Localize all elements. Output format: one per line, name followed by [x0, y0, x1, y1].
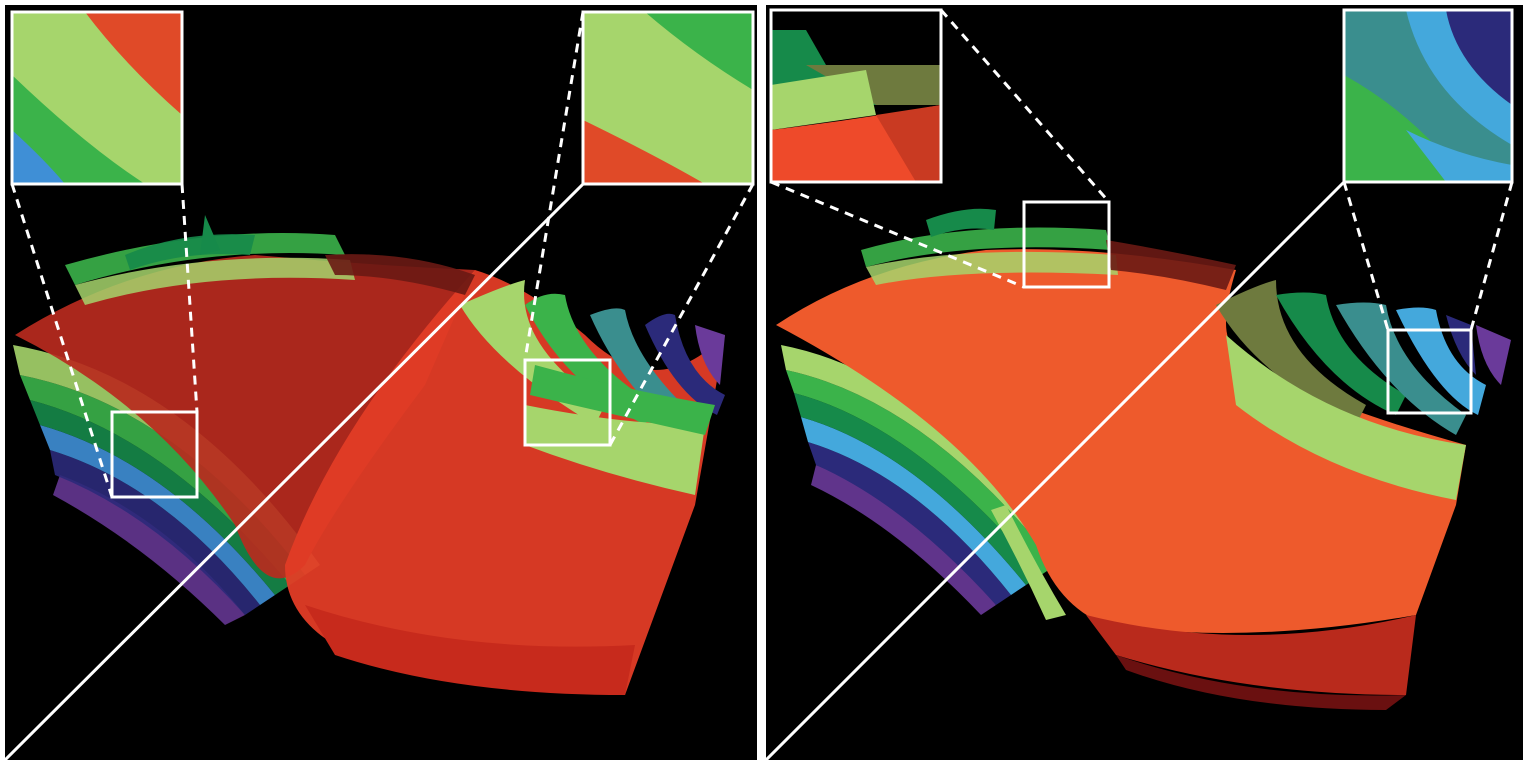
right-inset-2-frame	[1342, 8, 1514, 184]
left-zoom-box-1	[110, 410, 199, 499]
left-render-panel	[5, 5, 757, 760]
left-inset-1-frame	[10, 10, 184, 186]
right-inset-1-frame	[769, 8, 943, 184]
right-inset-1	[771, 10, 941, 182]
right-right-bands	[1216, 280, 1511, 500]
left-inset-2	[583, 12, 753, 184]
left-inset-1	[12, 12, 182, 184]
left-render-canvas	[5, 10, 755, 760]
left-connectors	[10, 11, 755, 498]
left-split-line	[5, 182, 585, 760]
right-split-line	[766, 180, 1346, 760]
right-top-arcs	[861, 208, 1236, 290]
right-zoom-box-1	[1022, 200, 1111, 289]
right-inset-2	[1344, 10, 1512, 182]
right-connectors	[770, 9, 1514, 331]
right-render-canvas	[766, 8, 1514, 760]
left-inset-2-frame	[581, 10, 755, 186]
left-zoom-box-2	[523, 358, 612, 447]
left-top-arcs	[65, 215, 475, 305]
right-zoom-box-2	[1386, 328, 1473, 415]
right-render-panel	[766, 5, 1523, 760]
right-orange-body	[776, 249, 1466, 710]
